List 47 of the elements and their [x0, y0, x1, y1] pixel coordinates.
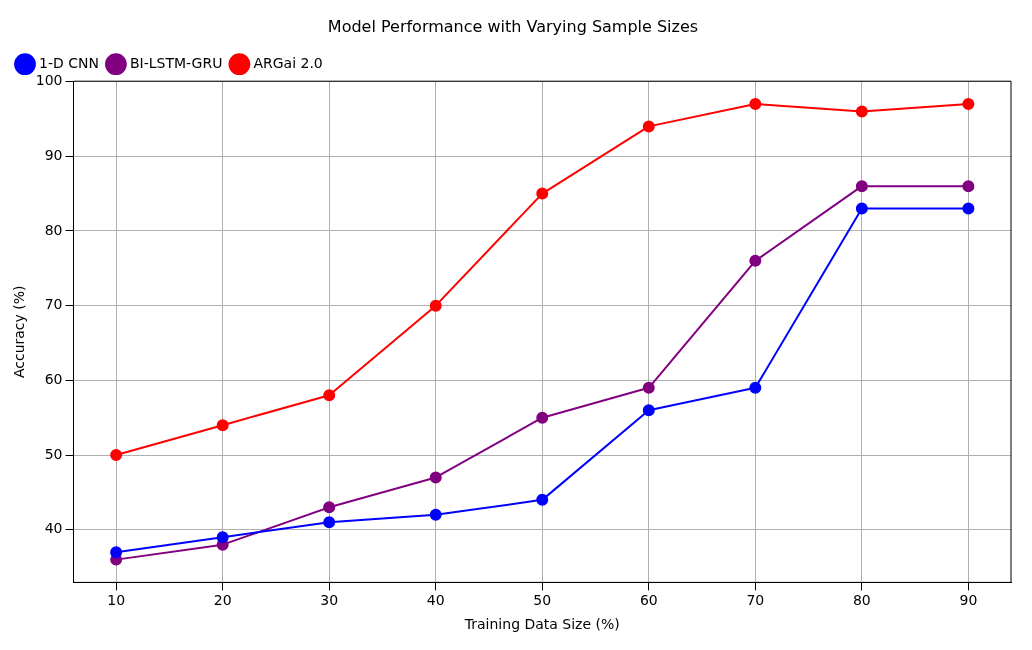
point — [216, 419, 229, 432]
y-tick-label: 50 — [44, 445, 63, 462]
x-tick-label: 80 — [852, 592, 871, 609]
y-tick-label: 90 — [44, 146, 63, 163]
x-tick-label: 60 — [639, 592, 658, 609]
point — [323, 516, 336, 529]
y-tick-label: 40 — [44, 520, 63, 537]
point — [855, 180, 868, 193]
legend-label: ARGai 2.0 — [253, 54, 323, 71]
point — [323, 389, 336, 402]
point — [962, 202, 975, 215]
x-tick-label: 10 — [107, 592, 126, 609]
y-axis-title: Accuracy (%) — [11, 285, 28, 379]
point — [536, 411, 549, 424]
x-tick-label: 50 — [533, 592, 552, 609]
point — [642, 120, 655, 133]
point — [536, 493, 549, 506]
x-tick-label: 20 — [213, 592, 232, 609]
x-axis-title: Training Data Size (%) — [463, 616, 620, 633]
x-tick-label: 30 — [320, 592, 339, 609]
x-tick-label: 70 — [746, 592, 765, 609]
y-tick-label: 70 — [44, 296, 63, 313]
point — [110, 546, 123, 559]
point — [110, 449, 123, 462]
point — [962, 180, 975, 193]
point — [855, 202, 868, 215]
x-tick-label: 90 — [959, 592, 978, 609]
point — [749, 381, 762, 394]
point — [429, 508, 442, 521]
point — [323, 501, 336, 514]
y-tick-label: 80 — [44, 221, 63, 238]
legend-label: 1-D CNN — [39, 54, 99, 71]
point — [855, 105, 868, 118]
point — [749, 97, 762, 110]
point — [642, 381, 655, 394]
point — [429, 299, 442, 312]
point — [962, 97, 975, 110]
x-tick-label: 40 — [426, 592, 445, 609]
chart-title: Model Performance with Varying Sample Sizes — [327, 16, 699, 36]
point — [216, 531, 229, 544]
y-tick-label: 100 — [35, 72, 63, 89]
point — [642, 404, 655, 417]
point — [536, 187, 549, 200]
point — [749, 254, 762, 267]
legend-label: BI-LSTM-GRU — [129, 54, 223, 71]
y-tick-label: 60 — [44, 370, 63, 387]
point — [429, 471, 442, 484]
